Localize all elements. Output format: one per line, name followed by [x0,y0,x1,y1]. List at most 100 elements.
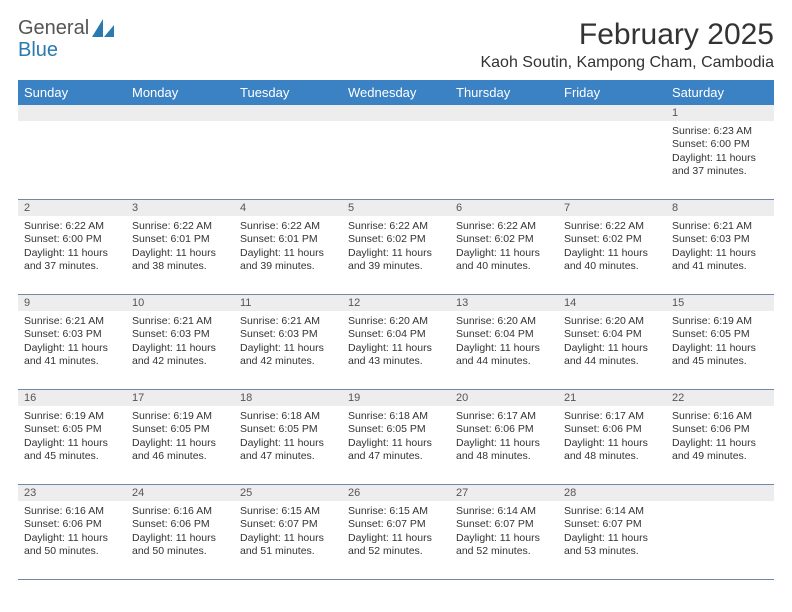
calendar-cell: Sunrise: 6:18 AMSunset: 6:05 PMDaylight:… [342,406,450,484]
weekday-label: Thursday [450,80,558,105]
day-number: 27 [450,485,558,501]
day-number: 23 [18,485,126,501]
daylight-line: Daylight: 11 hours and 39 minutes. [348,247,444,274]
sunset-line: Sunset: 6:04 PM [564,328,660,341]
sunset-line: Sunset: 6:06 PM [24,518,120,531]
daylight-line: Daylight: 11 hours and 40 minutes. [564,247,660,274]
calendar-week: Sunrise: 6:21 AMSunset: 6:03 PMDaylight:… [18,311,774,390]
sunset-line: Sunset: 6:05 PM [672,328,768,341]
calendar-cell [342,121,450,199]
sunrise-line: Sunrise: 6:21 AM [240,315,336,328]
calendar-cell: Sunrise: 6:22 AMSunset: 6:02 PMDaylight:… [450,216,558,294]
sunrise-line: Sunrise: 6:16 AM [132,505,228,518]
sunrise-line: Sunrise: 6:22 AM [132,220,228,233]
calendar-cell: Sunrise: 6:20 AMSunset: 6:04 PMDaylight:… [450,311,558,389]
day-number: 13 [450,295,558,311]
calendar-cell: Sunrise: 6:20 AMSunset: 6:04 PMDaylight:… [558,311,666,389]
day-number: 5 [342,200,450,216]
sunrise-line: Sunrise: 6:22 AM [456,220,552,233]
calendar-cell: Sunrise: 6:16 AMSunset: 6:06 PMDaylight:… [126,501,234,579]
weekday-label: Wednesday [342,80,450,105]
day-number: 12 [342,295,450,311]
daylight-line: Daylight: 11 hours and 53 minutes. [564,532,660,559]
sunset-line: Sunset: 6:03 PM [24,328,120,341]
daylight-line: Daylight: 11 hours and 45 minutes. [24,437,120,464]
day-number: 15 [666,295,774,311]
day-number: 2 [18,200,126,216]
calendar-week: Sunrise: 6:23 AMSunset: 6:00 PMDaylight:… [18,121,774,200]
day-number: 24 [126,485,234,501]
sail-icon [92,19,114,37]
day-number: 3 [126,200,234,216]
day-number: 17 [126,390,234,406]
sunset-line: Sunset: 6:00 PM [672,138,768,151]
calendar-cell: Sunrise: 6:23 AMSunset: 6:00 PMDaylight:… [666,121,774,199]
calendar-cell: Sunrise: 6:20 AMSunset: 6:04 PMDaylight:… [342,311,450,389]
calendar-cell: Sunrise: 6:21 AMSunset: 6:03 PMDaylight:… [234,311,342,389]
daynum-band: 1 [18,105,774,121]
sunrise-line: Sunrise: 6:21 AM [24,315,120,328]
calendar-cell: Sunrise: 6:16 AMSunset: 6:06 PMDaylight:… [18,501,126,579]
sunrise-line: Sunrise: 6:22 AM [240,220,336,233]
daylight-line: Daylight: 11 hours and 42 minutes. [240,342,336,369]
calendar-cell: Sunrise: 6:21 AMSunset: 6:03 PMDaylight:… [666,216,774,294]
day-number: 19 [342,390,450,406]
sunrise-line: Sunrise: 6:15 AM [348,505,444,518]
sunset-line: Sunset: 6:06 PM [564,423,660,436]
sunset-line: Sunset: 6:02 PM [564,233,660,246]
brand-word1: General [18,18,89,38]
sunset-line: Sunset: 6:07 PM [564,518,660,531]
weekday-label: Friday [558,80,666,105]
daylight-line: Daylight: 11 hours and 52 minutes. [348,532,444,559]
daylight-line: Daylight: 11 hours and 46 minutes. [132,437,228,464]
daynum-band: 2345678 [18,200,774,216]
sunset-line: Sunset: 6:07 PM [456,518,552,531]
day-number [342,105,450,121]
sunset-line: Sunset: 6:02 PM [456,233,552,246]
calendar-cell: Sunrise: 6:17 AMSunset: 6:06 PMDaylight:… [558,406,666,484]
day-number [450,105,558,121]
daylight-line: Daylight: 11 hours and 41 minutes. [24,342,120,369]
calendar-cell: Sunrise: 6:15 AMSunset: 6:07 PMDaylight:… [342,501,450,579]
daylight-line: Daylight: 11 hours and 40 minutes. [456,247,552,274]
sunrise-line: Sunrise: 6:17 AM [456,410,552,423]
daylight-line: Daylight: 11 hours and 45 minutes. [672,342,768,369]
sunset-line: Sunset: 6:05 PM [348,423,444,436]
calendar-cell: Sunrise: 6:19 AMSunset: 6:05 PMDaylight:… [18,406,126,484]
brand-word2: Blue [18,40,58,60]
sunrise-line: Sunrise: 6:18 AM [348,410,444,423]
calendar-cell: Sunrise: 6:22 AMSunset: 6:01 PMDaylight:… [126,216,234,294]
day-number: 6 [450,200,558,216]
daylight-line: Daylight: 11 hours and 37 minutes. [24,247,120,274]
day-number: 21 [558,390,666,406]
daylight-line: Daylight: 11 hours and 50 minutes. [132,532,228,559]
sunrise-line: Sunrise: 6:21 AM [132,315,228,328]
sunrise-line: Sunrise: 6:17 AM [564,410,660,423]
day-number: 8 [666,200,774,216]
sunrise-line: Sunrise: 6:18 AM [240,410,336,423]
daylight-line: Daylight: 11 hours and 42 minutes. [132,342,228,369]
daylight-line: Daylight: 11 hours and 39 minutes. [240,247,336,274]
sunset-line: Sunset: 6:07 PM [240,518,336,531]
calendar-cell: Sunrise: 6:22 AMSunset: 6:02 PMDaylight:… [342,216,450,294]
sunset-line: Sunset: 6:03 PM [132,328,228,341]
calendar-week: Sunrise: 6:22 AMSunset: 6:00 PMDaylight:… [18,216,774,295]
daylight-line: Daylight: 11 hours and 48 minutes. [456,437,552,464]
calendar-grid: Sunday Monday Tuesday Wednesday Thursday… [18,80,774,580]
sunset-line: Sunset: 6:04 PM [456,328,552,341]
daylight-line: Daylight: 11 hours and 51 minutes. [240,532,336,559]
sunset-line: Sunset: 6:05 PM [24,423,120,436]
daylight-line: Daylight: 11 hours and 48 minutes. [564,437,660,464]
daynum-band: 232425262728 [18,485,774,501]
day-number: 25 [234,485,342,501]
sunset-line: Sunset: 6:00 PM [24,233,120,246]
calendar-week: Sunrise: 6:19 AMSunset: 6:05 PMDaylight:… [18,406,774,485]
month-title: February 2025 [480,18,774,52]
day-number: 26 [342,485,450,501]
sunset-line: Sunset: 6:06 PM [456,423,552,436]
day-number: 1 [666,105,774,121]
calendar-cell: Sunrise: 6:21 AMSunset: 6:03 PMDaylight:… [126,311,234,389]
sunset-line: Sunset: 6:03 PM [240,328,336,341]
day-number: 7 [558,200,666,216]
sunrise-line: Sunrise: 6:22 AM [348,220,444,233]
